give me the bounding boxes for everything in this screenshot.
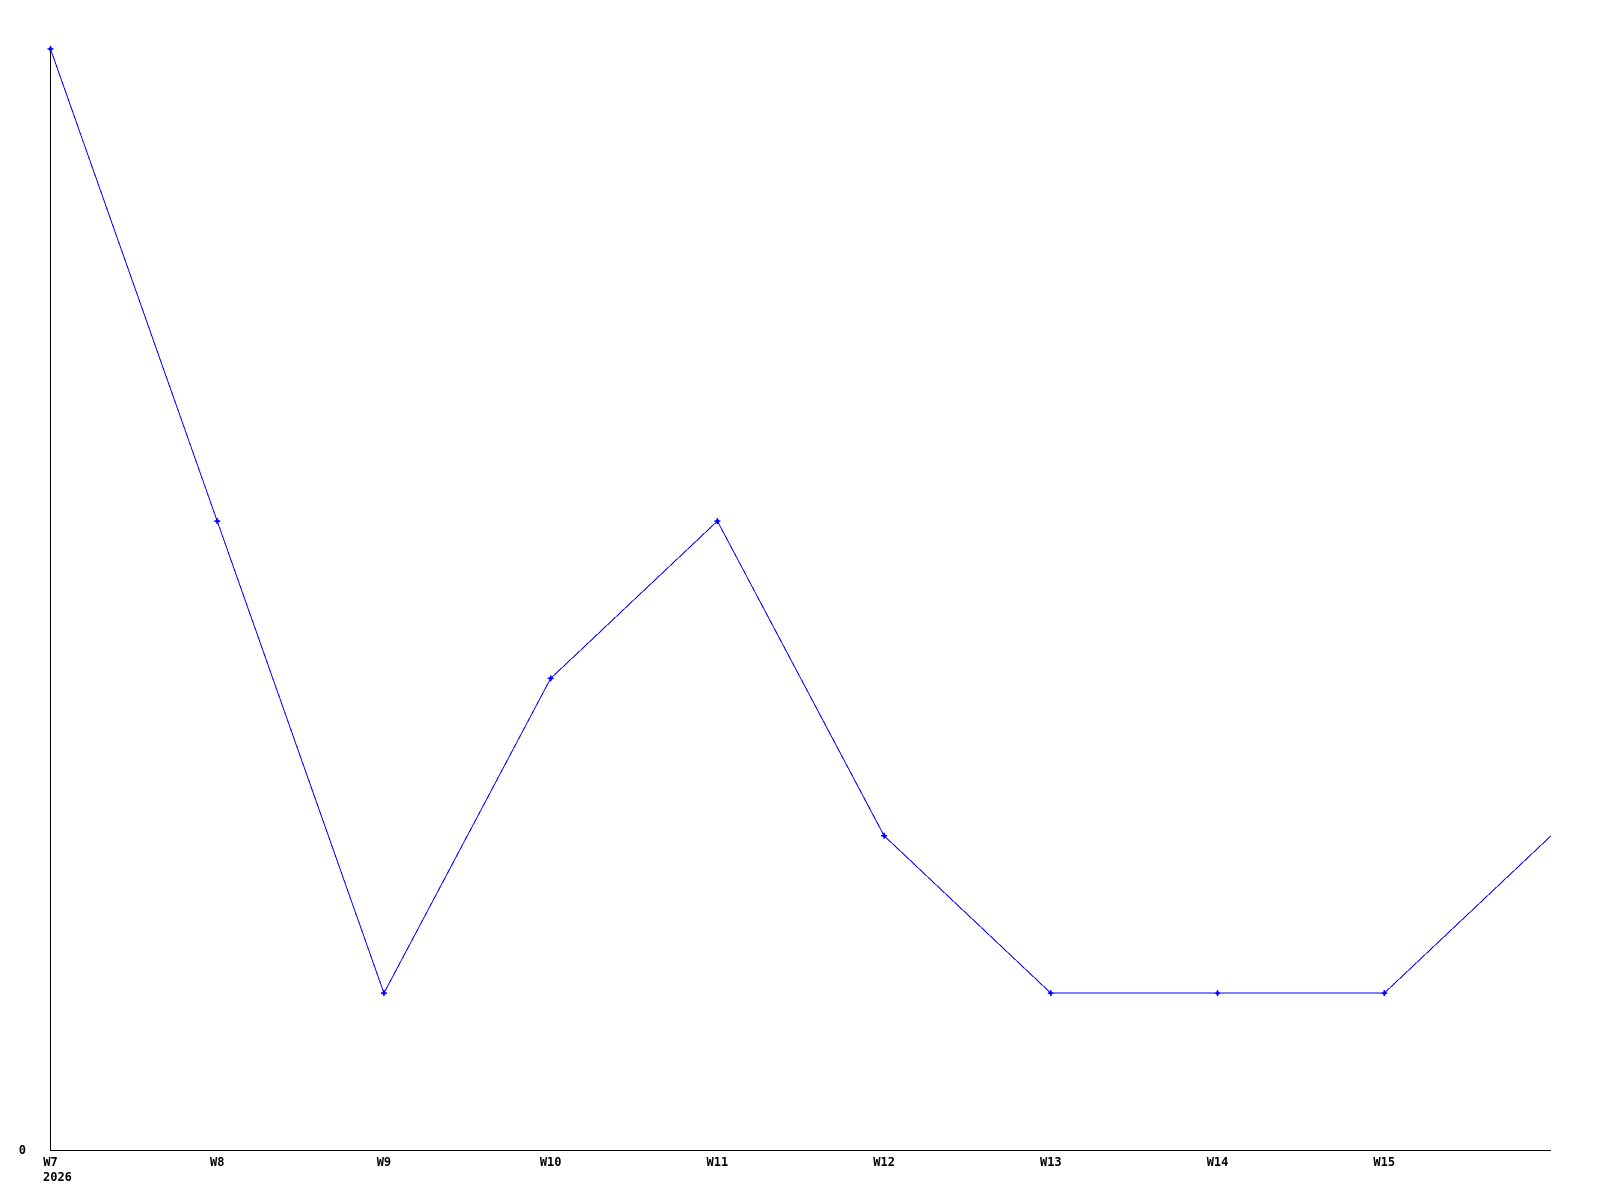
data-point-marker [1047, 990, 1054, 997]
x-tick-label: W12 [873, 1155, 895, 1169]
series-line [50, 48, 1552, 995]
data-point-marker [547, 675, 554, 682]
data-point-marker [1214, 990, 1221, 997]
x-tick-label: W15 [1373, 1155, 1395, 1169]
x-axis-year-label: 2026 [43, 1170, 72, 1184]
y-tick-label-0: 0 [19, 1143, 26, 1157]
data-point-marker [714, 518, 721, 525]
x-tick-label: W9 [377, 1155, 391, 1169]
x-tick-label: W10 [540, 1155, 562, 1169]
x-tick-label: W8 [210, 1155, 224, 1169]
data-point-marker [47, 46, 54, 52]
x-tick-label: W14 [1207, 1155, 1229, 1169]
data-point-marker [881, 832, 888, 839]
data-point-marker [214, 518, 221, 525]
x-tick-label: W13 [1040, 1155, 1062, 1169]
x-tick-label: W7 [43, 1155, 57, 1169]
x-tick-label: W11 [707, 1155, 729, 1169]
data-point-marker [380, 990, 387, 997]
data-point-marker [1381, 990, 1388, 997]
